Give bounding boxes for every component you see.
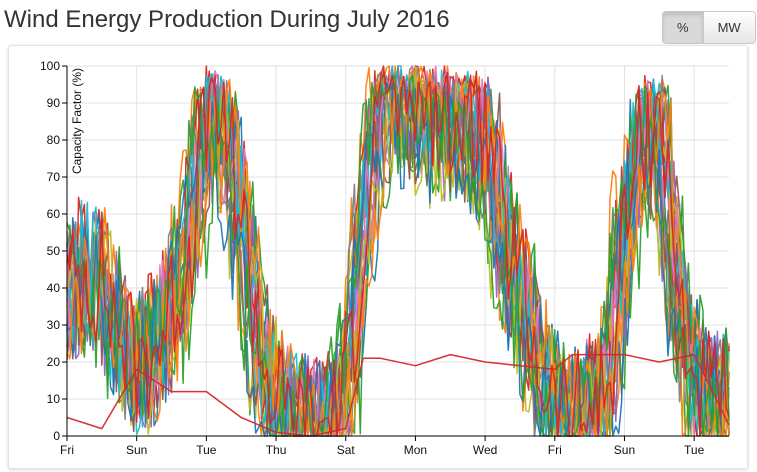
y-tick-label: 10 bbox=[47, 392, 61, 406]
chart-panel: 0 10 20 30 40 50 60 70 80 90 100 Fri Sun Tue Thu Sat Mo… bbox=[8, 45, 748, 469]
y-tick-label: 0 bbox=[53, 429, 60, 443]
x-tick-label: Wed bbox=[473, 443, 497, 457]
x-tick-label: Sun bbox=[614, 443, 635, 457]
y-axis-label: Capacity Factor (%) bbox=[70, 68, 84, 174]
percent-button[interactable]: % bbox=[663, 12, 703, 43]
mw-button[interactable]: MW bbox=[702, 12, 755, 43]
series-lines bbox=[66, 65, 730, 437]
series-line bbox=[66, 74, 730, 437]
x-tick-label: Sun bbox=[126, 443, 147, 457]
y-tick-label: 40 bbox=[47, 281, 61, 295]
x-axis: Fri Sun Tue Thu Sat Mon Wed Fri Sun Tue bbox=[60, 435, 729, 457]
x-tick-label: Tue bbox=[684, 443, 705, 457]
y-tick-label: 70 bbox=[47, 170, 61, 184]
x-tick-label: Mon bbox=[404, 443, 427, 457]
y-tick-label: 90 bbox=[47, 96, 61, 110]
x-tick-label: Thu bbox=[266, 443, 287, 457]
wind-capacity-chart: 0 10 20 30 40 50 60 70 80 90 100 Fri Sun Tue Thu Sat Mo… bbox=[40, 59, 730, 457]
y-axis: 0 10 20 30 40 50 60 70 80 90 100 bbox=[40, 59, 68, 443]
page-title: Wind Energy Production During July 2016 bbox=[4, 6, 450, 33]
x-tick-label: Fri bbox=[60, 443, 74, 457]
x-tick-label: Tue bbox=[196, 443, 217, 457]
series-line bbox=[66, 65, 730, 437]
y-tick-label: 100 bbox=[40, 59, 60, 73]
y-tick-label: 60 bbox=[47, 207, 61, 221]
y-tick-label: 20 bbox=[47, 355, 61, 369]
y-tick-label: 80 bbox=[47, 133, 61, 147]
y-tick-label: 30 bbox=[47, 318, 61, 332]
x-tick-label: Fri bbox=[548, 443, 562, 457]
x-tick-label: Sat bbox=[337, 443, 356, 457]
unit-toggle: % MW bbox=[662, 11, 756, 44]
series-line-flat bbox=[66, 353, 730, 437]
y-tick-label: 50 bbox=[47, 244, 61, 258]
